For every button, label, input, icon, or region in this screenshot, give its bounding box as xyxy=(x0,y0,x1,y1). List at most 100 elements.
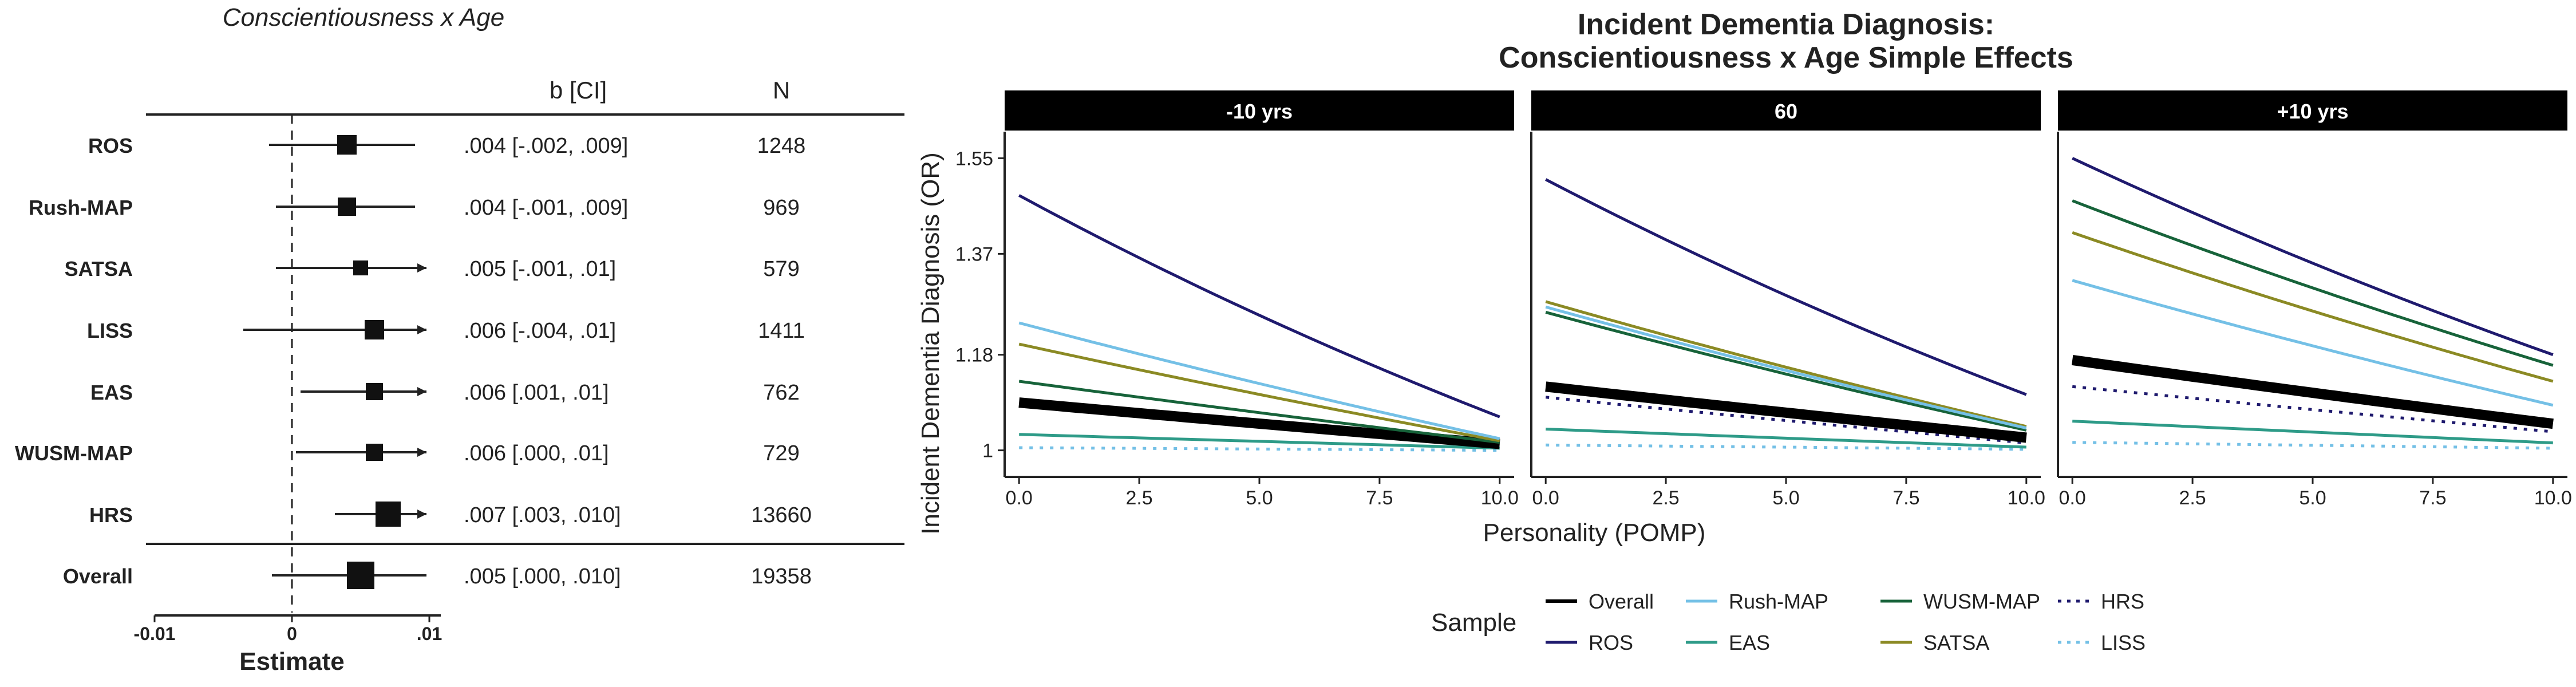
forest-column-ci: b [CI] xyxy=(550,77,607,104)
forest-ci-text: .004 [-.002, .009] xyxy=(464,134,628,158)
forest-ci-arrow xyxy=(417,387,426,396)
forest-n-text: 1411 xyxy=(758,319,805,343)
forest-estimate-marker xyxy=(337,135,357,155)
facet-panel-2: 60 0.0 2.5 5.0 7.5 10.0 xyxy=(1530,90,2045,509)
x-tick-label: 0.0 xyxy=(2059,487,2086,509)
forest-row-eas: EAS .006 [.001, .01] 762 xyxy=(90,381,800,405)
forest-ci-text: .004 [-.001, .009] xyxy=(464,196,628,220)
series-line-liss xyxy=(1019,446,1500,452)
facet-strip xyxy=(2058,90,2567,131)
forest-estimate-marker xyxy=(366,444,383,461)
legend-title: Sample xyxy=(1431,609,1516,637)
legend-item-hrs: HRS xyxy=(2058,590,2144,613)
series-line-overall xyxy=(2071,354,2554,429)
legend-item-liss: LISS xyxy=(2058,631,2146,654)
x-tick-label: 5.0 xyxy=(1246,487,1273,509)
x-tick-label: 7.5 xyxy=(1893,487,1919,509)
series-line-ros xyxy=(1018,194,1500,418)
forest-ci-text: .006 [.000, .01] xyxy=(464,441,609,465)
legend-label: ROS xyxy=(1589,631,1633,654)
series-line-wusm-map xyxy=(2072,199,2554,367)
forest-estimate-marker xyxy=(365,320,384,339)
x-tick-label: 10.0 xyxy=(2534,487,2572,509)
forest-rows: ROS .004 [-.002, .009] 1248 Rush-MAP .004 [-… xyxy=(15,134,812,589)
forest-row-liss: LISS .006 [-.004, .01] 1411 xyxy=(87,319,805,343)
forest-x-tick-label: 0 xyxy=(287,623,297,644)
series-line-liss xyxy=(1546,443,2026,451)
forest-row-overall: Overall .005 [.000, .010] 19358 xyxy=(63,562,812,589)
series-line-wusm-map xyxy=(1545,310,2027,432)
forest-n-text: 1248 xyxy=(757,134,806,158)
facet-strip-label: -10 yrs xyxy=(1226,100,1293,123)
forest-ci-text: .006 [-.004, .01] xyxy=(464,319,616,343)
x-tick-label: 10.0 xyxy=(1481,487,1519,509)
y-tick-label: 1.18 xyxy=(955,345,993,366)
forest-row-satsa: SATSA .005 [-.001, .01] 579 xyxy=(65,257,800,281)
forest-n-text: 762 xyxy=(763,381,799,405)
forest-estimate-marker xyxy=(376,502,401,527)
series-line-ros xyxy=(1545,178,2027,396)
facet-strip-label: +10 yrs xyxy=(2277,100,2348,123)
legend-item-ros: ROS xyxy=(1546,631,1633,654)
legend-label: Rush-MAP xyxy=(1729,590,1828,613)
series-line-liss xyxy=(2072,441,2553,450)
x-tick-label: 7.5 xyxy=(2419,487,2446,509)
forest-row-label: ROS xyxy=(88,134,133,157)
forest-x-axis-label: Estimate xyxy=(239,647,344,676)
forest-title: Conscientiousness x Age xyxy=(223,3,504,31)
x-tick-label: 2.5 xyxy=(2179,487,2206,509)
legend-label: Overall xyxy=(1589,590,1654,613)
forest-ci-text: .005 [-.001, .01] xyxy=(464,257,616,281)
facet-strip-label: 60 xyxy=(1775,100,1797,123)
forest-ci-arrow xyxy=(417,448,426,457)
facet-panel-1: -10 yrs 0.0 2.5 5.0 7.5 10.0 1 1.18 1.37 1.55 xyxy=(955,90,1519,509)
forest-n-text: 729 xyxy=(763,441,799,465)
forest-n-text: 13660 xyxy=(751,503,812,527)
series-line-eas xyxy=(1546,428,2026,449)
line-chart: Incident Dementia Diagnosis: Conscientio… xyxy=(916,8,2572,654)
series-line-rush-map xyxy=(1018,321,1500,440)
forest-ci-arrow xyxy=(417,263,426,273)
y-tick-label: 1.55 xyxy=(955,148,993,169)
series-line-ros xyxy=(2072,157,2554,356)
forest-ci-text: .007 [.003, .010] xyxy=(464,503,621,527)
forest-column-n: N xyxy=(773,77,790,104)
series-line-eas xyxy=(1019,433,1500,450)
facet-strip xyxy=(1005,90,1514,131)
series-line-hrs xyxy=(2072,385,2554,433)
legend-item-satsa: SATSA xyxy=(1880,631,1989,654)
x-tick-label: 5.0 xyxy=(1772,487,1799,509)
forest-ci-text: .006 [.001, .01] xyxy=(464,381,609,405)
forest-estimate-marker xyxy=(353,260,368,275)
legend-item-eas: EAS xyxy=(1686,631,1770,654)
series-line-wusm-map xyxy=(1018,380,1500,444)
series-line-satsa xyxy=(2072,231,2554,383)
series-line-rush-map xyxy=(1545,305,2027,430)
forest-estimate-marker xyxy=(338,198,356,216)
forest-n-text: 969 xyxy=(763,196,799,220)
facet-panels: -10 yrs 0.0 2.5 5.0 7.5 10.0 1 1.18 1.37 1.55 60 0.… xyxy=(955,90,2572,509)
forest-row-label: Overall xyxy=(63,564,133,588)
forest-row-label: WUSM-MAP xyxy=(15,441,133,465)
forest-estimate-marker xyxy=(347,562,374,589)
series-line-satsa xyxy=(1545,300,2027,428)
legend-label: EAS xyxy=(1729,631,1770,654)
series-line-rush-map xyxy=(2072,279,2554,407)
forest-estimate-marker xyxy=(366,383,383,400)
forest-row-label: EAS xyxy=(90,381,133,404)
legend-label: HRS xyxy=(2101,590,2144,613)
forest-n-text: 579 xyxy=(763,257,799,281)
forest-row-label: SATSA xyxy=(65,257,133,281)
forest-x-tick-label: .01 xyxy=(417,623,442,644)
forest-plot: Conscientiousness x Age b [CI] N ROS .004… xyxy=(15,3,904,676)
forest-ci-arrow xyxy=(417,510,426,519)
legend-label: LISS xyxy=(2101,631,2146,654)
forest-x-tick-label: -0.01 xyxy=(134,623,176,644)
series-line-overall xyxy=(1545,381,2027,443)
y-tick-label: 1.37 xyxy=(955,243,993,265)
forest-row-label: Rush-MAP xyxy=(29,196,133,219)
series-line-overall xyxy=(1018,397,1500,449)
x-tick-label: 5.0 xyxy=(2299,487,2326,509)
legend-label: SATSA xyxy=(1923,631,1989,654)
